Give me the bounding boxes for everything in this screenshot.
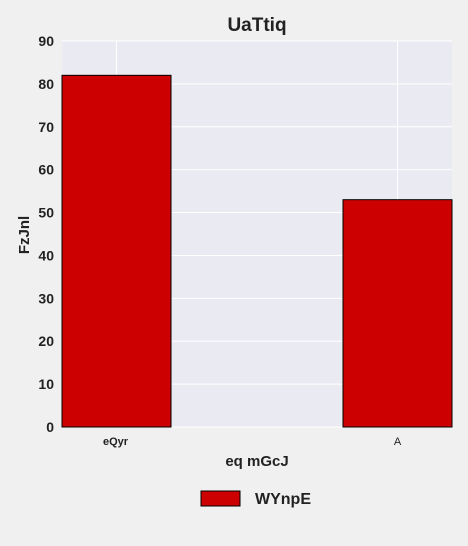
y-tick-label: 80 xyxy=(38,76,54,92)
y-tick-label: 20 xyxy=(38,333,54,349)
x-tick-labels: eQyr A xyxy=(103,436,402,448)
y-tick-labels: 0 10 20 30 40 50 60 70 80 90 xyxy=(38,33,54,435)
y-tick-label: 60 xyxy=(38,162,54,178)
legend-label: WYnpE xyxy=(255,491,311,508)
bar-A xyxy=(343,200,452,427)
y-tick-label: 90 xyxy=(38,33,54,49)
legend: WYnpE xyxy=(201,491,311,508)
y-tick-label: 50 xyxy=(38,205,54,221)
y-tick-label: 30 xyxy=(38,290,54,306)
y-tick-label: 40 xyxy=(38,247,54,263)
y-tick-label: 10 xyxy=(38,376,54,392)
y-tick-label: 0 xyxy=(46,419,54,435)
chart-title: UaTtiq xyxy=(227,15,286,36)
x-axis-label: eq mGcJ xyxy=(225,453,288,470)
legend-swatch xyxy=(201,491,240,506)
y-axis-label: FzJnl xyxy=(16,216,33,254)
x-tick-label: A xyxy=(394,436,402,448)
bar-eQyr xyxy=(62,75,171,427)
y-tick-label: 70 xyxy=(38,119,54,135)
x-tick-label: eQyr xyxy=(103,436,129,448)
